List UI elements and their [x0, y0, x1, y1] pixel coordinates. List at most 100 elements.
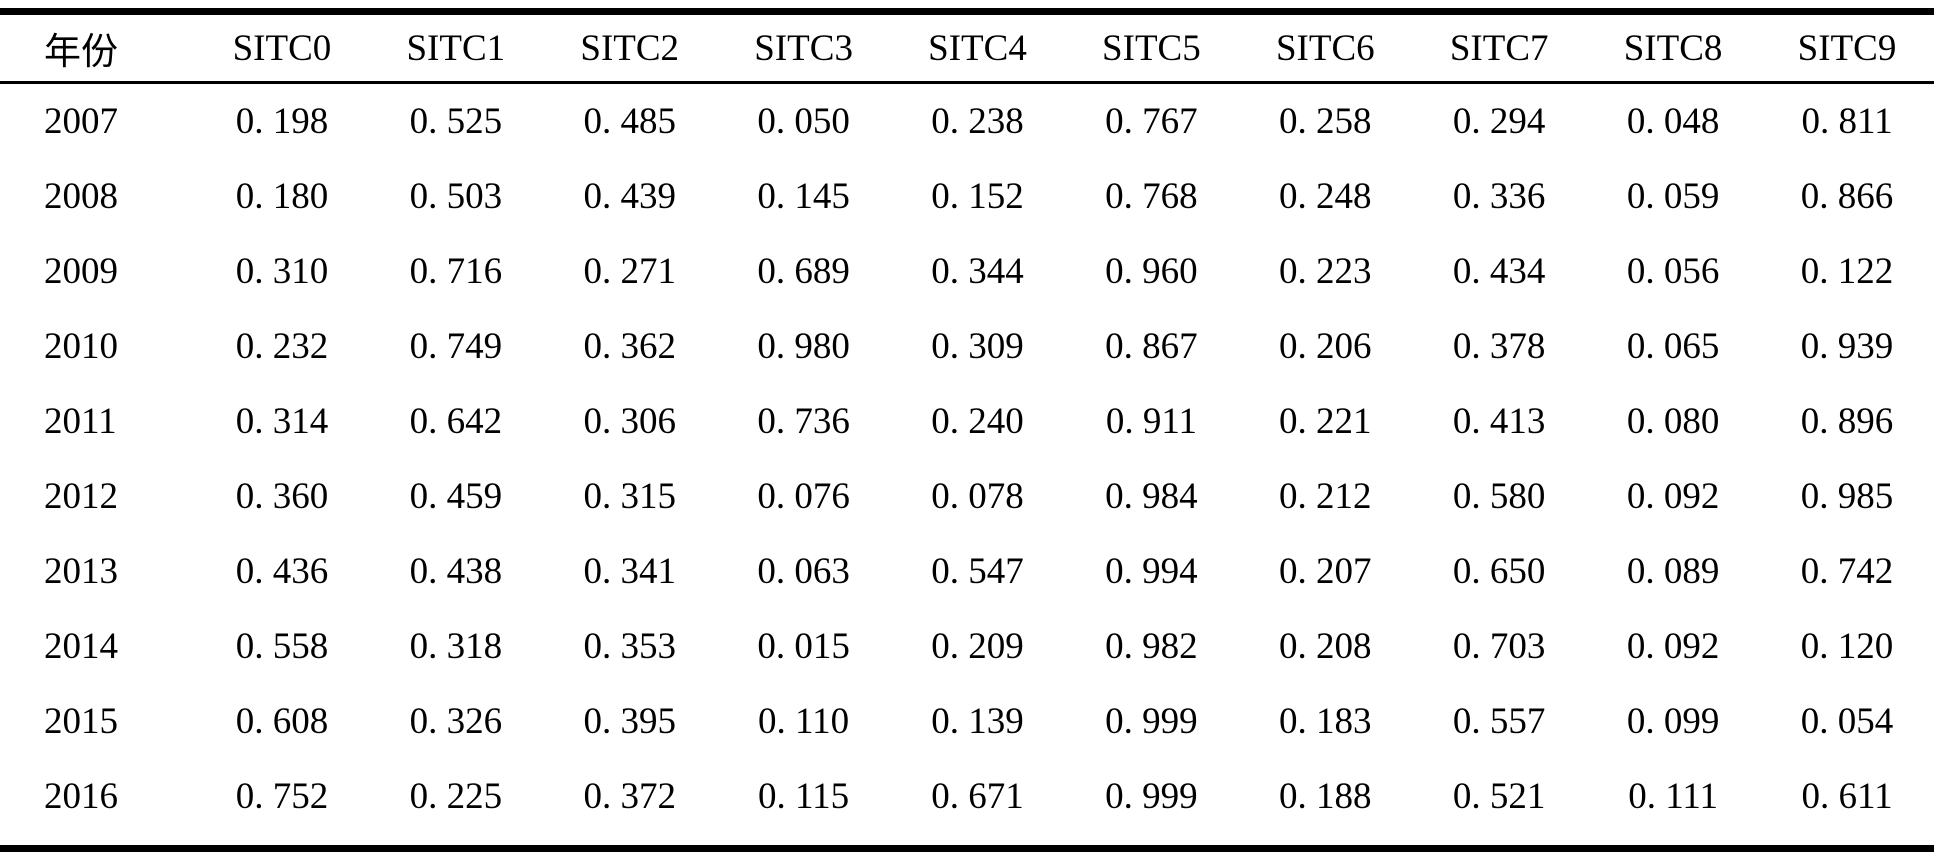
value-cell: 0. 608 — [235, 701, 329, 742]
value-cell: 0. 188 — [1279, 776, 1372, 817]
table-row: 2007 0. 198 0. 525 0. 485 0. 050 0. 238 0. 767… — [0, 83, 1934, 160]
value-cell: 0. 059 — [1626, 176, 1720, 217]
value-cell: 0. 557 — [1452, 701, 1546, 742]
value-cell: 0. 689 — [757, 251, 850, 292]
value-cell: 0. 326 — [409, 701, 503, 742]
value-cell: 0. 867 — [1105, 326, 1198, 367]
value-cell: 0. 395 — [583, 701, 676, 742]
value-cell: 0. 353 — [583, 626, 676, 667]
value-cell: 0. 056 — [1626, 251, 1720, 292]
value-cell: 0. 413 — [1452, 401, 1546, 442]
table-header: 年份 SITC0 SITC1 SITC2 SITC3 SITC4 SITC5 SITC6 SIT… — [0, 11, 1934, 84]
value-cell: 0. 650 — [1452, 551, 1546, 592]
table-row: 2010 0. 232 0. 749 0. 362 0. 980 0. 309 0. 867… — [0, 309, 1934, 384]
column-header-sitc3: SITC3 — [716, 11, 891, 84]
value-cell: 0. 310 — [235, 251, 329, 292]
column-header-sitc5: SITC5 — [1064, 11, 1239, 84]
value-cell: 0. 999 — [1105, 701, 1198, 742]
table-row: 2009 0. 310 0. 716 0. 271 0. 689 0. 344 0. 960… — [0, 234, 1934, 309]
column-header-sitc0: SITC0 — [195, 11, 369, 84]
value-cell: 0. 111 — [1628, 776, 1718, 817]
value-cell: 0. 434 — [1452, 251, 1546, 292]
value-cell: 0. 063 — [757, 551, 850, 592]
value-cell: 0. 336 — [1452, 176, 1546, 217]
column-header-sitc4: SITC4 — [890, 11, 1065, 84]
table-row: 2013 0. 436 0. 438 0. 341 0. 063 0. 547 0. 994… — [0, 534, 1934, 609]
value-cell: 0. 248 — [1279, 176, 1372, 217]
value-cell: 0. 341 — [583, 551, 676, 592]
sitc-year-table: 年份 SITC0 SITC1 SITC2 SITC3 SITC4 SITC5 SITC6 SIT… — [0, 8, 1934, 852]
value-cell: 0. 054 — [1800, 701, 1894, 742]
value-cell: 0. 896 — [1800, 401, 1894, 442]
value-cell: 0. 225 — [409, 776, 503, 817]
value-cell: 0. 099 — [1626, 701, 1720, 742]
value-cell: 0. 238 — [931, 101, 1024, 142]
value-cell: 0. 521 — [1452, 776, 1546, 817]
header-row: 年份 SITC0 SITC1 SITC2 SITC3 SITC4 SITC5 SITC6 SIT… — [0, 11, 1934, 84]
year-cell: 2007 — [44, 101, 118, 142]
value-cell: 0. 362 — [583, 326, 676, 367]
value-cell: 0. 315 — [583, 476, 676, 517]
value-cell: 0. 015 — [757, 626, 850, 667]
value-cell: 0. 939 — [1800, 326, 1894, 367]
value-cell: 0. 703 — [1452, 626, 1546, 667]
value-cell: 0. 985 — [1800, 476, 1894, 517]
value-cell: 0. 206 — [1279, 326, 1372, 367]
value-cell: 0. 982 — [1105, 626, 1198, 667]
table-row: 2014 0. 558 0. 318 0. 353 0. 015 0. 209 0. 982… — [0, 609, 1934, 684]
value-cell: 0. 866 — [1800, 176, 1894, 217]
value-cell: 0. 076 — [757, 476, 850, 517]
value-cell: 0. 115 — [758, 776, 850, 817]
value-cell: 0. 309 — [931, 326, 1024, 367]
value-cell: 0. 999 — [1105, 776, 1198, 817]
table-row: 2016 0. 752 0. 225 0. 372 0. 115 0. 671 0. 999… — [0, 759, 1934, 849]
value-cell: 0. 485 — [583, 101, 676, 142]
table-row: 2015 0. 608 0. 326 0. 395 0. 110 0. 139 0. 999… — [0, 684, 1934, 759]
value-cell: 0. 065 — [1626, 326, 1720, 367]
year-cell: 2010 — [44, 326, 118, 367]
value-cell: 0. 439 — [583, 176, 676, 217]
year-cell: 2013 — [44, 551, 118, 592]
value-cell: 0. 642 — [409, 401, 503, 442]
value-cell: 0. 360 — [235, 476, 329, 517]
year-cell: 2009 — [44, 251, 118, 292]
value-cell: 0. 080 — [1626, 401, 1720, 442]
value-cell: 0. 212 — [1279, 476, 1372, 517]
value-cell: 0. 503 — [409, 176, 503, 217]
value-cell: 0. 183 — [1279, 701, 1372, 742]
value-cell: 0. 768 — [1105, 176, 1198, 217]
year-cell: 2016 — [44, 776, 118, 817]
column-header-sitc8: SITC8 — [1586, 11, 1761, 84]
column-header-sitc7: SITC7 — [1412, 11, 1587, 84]
value-cell: 0. 671 — [931, 776, 1024, 817]
value-cell: 0. 378 — [1452, 326, 1546, 367]
value-cell: 0. 078 — [931, 476, 1024, 517]
value-cell: 0. 459 — [409, 476, 503, 517]
value-cell: 0. 120 — [1800, 626, 1894, 667]
value-cell: 0. 048 — [1626, 101, 1720, 142]
value-cell: 0. 547 — [931, 551, 1024, 592]
value-cell: 0. 960 — [1105, 251, 1198, 292]
column-header-year: 年份 — [0, 11, 195, 84]
value-cell: 0. 994 — [1105, 551, 1198, 592]
value-cell: 0. 306 — [583, 401, 676, 442]
year-cell: 2015 — [44, 701, 118, 742]
column-header-sitc6: SITC6 — [1238, 11, 1413, 84]
value-cell: 0. 223 — [1279, 251, 1372, 292]
value-cell: 0. 271 — [583, 251, 676, 292]
value-cell: 0. 736 — [757, 401, 850, 442]
value-cell: 0. 208 — [1279, 626, 1372, 667]
year-cell: 2014 — [44, 626, 118, 667]
column-header-sitc1: SITC1 — [368, 11, 543, 84]
value-cell: 0. 580 — [1452, 476, 1546, 517]
value-cell: 0. 258 — [1279, 101, 1372, 142]
value-cell: 0. 232 — [235, 326, 329, 367]
value-cell: 0. 558 — [235, 626, 329, 667]
value-cell: 0. 207 — [1279, 551, 1372, 592]
year-cell: 2008 — [44, 176, 118, 217]
value-cell: 0. 092 — [1626, 626, 1720, 667]
value-cell: 0. 752 — [235, 776, 329, 817]
value-cell: 0. 050 — [757, 101, 850, 142]
value-cell: 0. 980 — [757, 326, 850, 367]
